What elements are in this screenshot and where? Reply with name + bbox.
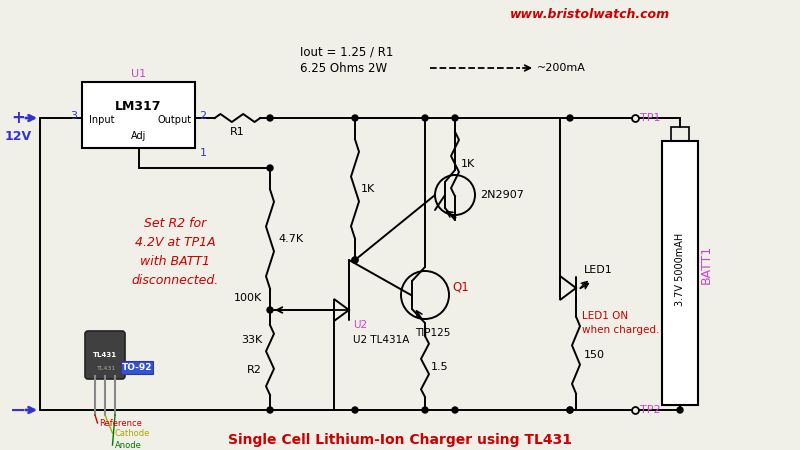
Text: 12V: 12V: [5, 130, 31, 143]
Text: U2: U2: [353, 320, 367, 330]
Text: Q1: Q1: [452, 280, 469, 293]
Text: TL431: TL431: [98, 366, 117, 372]
Circle shape: [567, 407, 573, 413]
Text: 6.25 Ohms 2W: 6.25 Ohms 2W: [300, 62, 387, 75]
Text: Adj: Adj: [131, 131, 146, 141]
Text: Single Cell Lithium-Ion Charger using TL431: Single Cell Lithium-Ion Charger using TL…: [228, 433, 572, 447]
Circle shape: [267, 115, 273, 121]
Circle shape: [352, 407, 358, 413]
Circle shape: [677, 407, 683, 413]
Text: 4.7K: 4.7K: [278, 234, 303, 244]
Bar: [671, 127, 689, 141]
Text: TP2: TP2: [640, 405, 661, 415]
Text: 3: 3: [70, 111, 78, 121]
Text: 100K: 100K: [234, 293, 262, 303]
Text: TP1: TP1: [640, 113, 661, 123]
Text: 1.5: 1.5: [431, 361, 449, 372]
Text: R2: R2: [247, 365, 262, 375]
Circle shape: [452, 407, 458, 413]
Circle shape: [352, 257, 358, 263]
Text: TO-92: TO-92: [122, 363, 152, 372]
Text: Input: Input: [90, 115, 114, 125]
Circle shape: [452, 115, 458, 121]
Bar: [662, 141, 698, 405]
Bar: [82, 82, 195, 148]
Circle shape: [267, 165, 273, 171]
Text: 3.7V 5000mAH: 3.7V 5000mAH: [675, 232, 685, 306]
Circle shape: [422, 115, 428, 121]
Text: Cathode: Cathode: [114, 428, 150, 437]
Text: TL431: TL431: [93, 352, 117, 358]
Text: LED1 ON
when charged.: LED1 ON when charged.: [582, 311, 659, 335]
Text: −: −: [10, 400, 26, 419]
Circle shape: [567, 407, 573, 413]
Text: Reference: Reference: [99, 418, 142, 427]
Text: LM317: LM317: [115, 100, 162, 113]
Text: 2N2907: 2N2907: [480, 190, 524, 200]
Circle shape: [352, 115, 358, 121]
Text: R1: R1: [230, 127, 245, 137]
Circle shape: [422, 407, 428, 413]
Text: Iout = 1.25 / R1: Iout = 1.25 / R1: [300, 45, 394, 58]
Text: 150: 150: [584, 350, 605, 360]
Text: 2: 2: [199, 111, 206, 121]
Text: ~200mA: ~200mA: [537, 63, 586, 73]
Text: 33K: 33K: [241, 335, 262, 345]
Text: TIP125: TIP125: [415, 328, 450, 338]
Circle shape: [567, 115, 573, 121]
Text: Anode: Anode: [114, 441, 142, 450]
Text: Set R2 for
4.2V at TP1A
with BATT1
disconnected.: Set R2 for 4.2V at TP1A with BATT1 disco…: [131, 217, 218, 287]
Text: LED1: LED1: [584, 265, 613, 275]
Circle shape: [267, 307, 273, 313]
Bar: [121, 361, 153, 374]
Text: www.bristolwatch.com: www.bristolwatch.com: [510, 9, 670, 22]
Circle shape: [267, 407, 273, 413]
Text: U2 TL431A: U2 TL431A: [353, 335, 410, 345]
Text: 1K: 1K: [461, 159, 475, 169]
Circle shape: [352, 257, 358, 263]
Text: Output: Output: [158, 115, 192, 125]
Text: U1: U1: [131, 69, 146, 79]
Text: 1: 1: [199, 148, 206, 158]
FancyBboxPatch shape: [85, 331, 125, 379]
Text: +: +: [11, 109, 25, 127]
Text: 1K: 1K: [361, 184, 375, 194]
Text: BATT1: BATT1: [699, 244, 713, 284]
